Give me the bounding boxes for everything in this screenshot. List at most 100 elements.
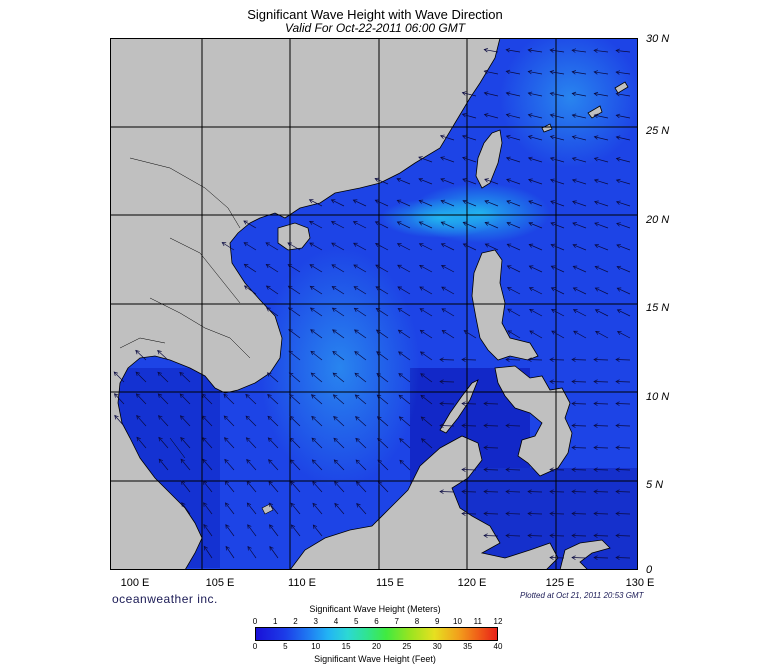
wave-arrow (484, 49, 499, 53)
wave-arrow (223, 394, 235, 405)
wave-arrow (528, 157, 543, 163)
wave-arrow-head (483, 113, 489, 118)
wave-arrow (311, 394, 323, 405)
wave-arrow-head (312, 502, 317, 508)
wave-arrow (616, 114, 631, 119)
wave-arrow (573, 265, 587, 273)
wave-arrow-head (356, 502, 361, 508)
wave-arrow-head (549, 489, 554, 494)
wave-arrow-head (462, 199, 468, 205)
wave-arrow (462, 113, 477, 119)
wave-arrow (573, 309, 587, 317)
wave-arrow-head (615, 200, 621, 205)
wave-arrow (595, 309, 609, 317)
colorbar-feet-tick: 25 (402, 642, 412, 651)
wave-arrow (595, 266, 609, 273)
wave-arrow-head (593, 379, 598, 384)
wave-arrow (267, 394, 279, 405)
colorbar-meters-tick: 11 (473, 617, 482, 626)
wave-arrow (354, 372, 367, 383)
wave-arrow-head (376, 416, 382, 421)
wave-arrow-head (593, 178, 599, 184)
wave-arrow (158, 458, 169, 471)
wave-arrow (247, 524, 257, 537)
wave-arrow-head (224, 458, 229, 464)
wave-arrow (399, 460, 411, 471)
lon-label-110e: 110 E (288, 577, 316, 589)
wave-arrow-head (396, 177, 402, 182)
wave-arrow-head (333, 437, 338, 443)
wave-arrow-head (505, 48, 511, 53)
wave-arrow-head (353, 286, 359, 291)
wave-arrow (507, 308, 521, 317)
wave-arrow-head (528, 200, 533, 205)
country-borders (119, 157, 251, 459)
wave-arrow (136, 393, 147, 405)
wave-arrow-head (615, 92, 621, 97)
wave-arrow (594, 71, 609, 75)
wave-arrow-head (529, 330, 534, 335)
wave-arrow (616, 266, 631, 273)
wave-arrow (550, 92, 565, 97)
lat-label-10n: 10 N (646, 391, 670, 403)
wave-arrow-head (398, 373, 403, 378)
wave-arrow-head (483, 489, 488, 494)
wave-arrow (551, 309, 565, 317)
wave-arrow-head (181, 502, 186, 507)
wave-arrow-head (571, 91, 577, 97)
wave-arrow (135, 371, 147, 383)
wave-arrow-head (483, 423, 488, 428)
colorbar-feet-tick: 15 (341, 642, 351, 651)
wave-arrow (289, 416, 301, 427)
wave-arrow-head (375, 329, 381, 334)
wave-arrow (311, 372, 323, 383)
wave-arrow-head (484, 221, 490, 226)
wave-arrow (572, 93, 587, 97)
wave-arrow-head (616, 287, 622, 292)
wave-arrow-head (180, 436, 185, 442)
wave-arrow (267, 372, 279, 383)
wave-arrow (354, 351, 367, 361)
wave-arrow-head (396, 221, 402, 226)
wave-arrow-head (374, 221, 380, 226)
wave-arrow-head (462, 221, 468, 226)
wave-arrow (396, 178, 411, 185)
wave-arrow-head (157, 393, 163, 398)
wave-arrow (441, 308, 455, 317)
wave-arrow (135, 350, 147, 361)
wave-arrow-head (157, 350, 162, 355)
wave-arrow (203, 546, 213, 559)
wave-arrow-head (419, 308, 425, 313)
colorbar-meters-tick: 2 (293, 617, 298, 626)
wave-arrow (572, 201, 587, 207)
wave-arrow (311, 416, 323, 427)
colorbar-feet-tick: 10 (311, 642, 321, 651)
wave-arrow-head (572, 265, 578, 270)
palawan-island (439, 379, 479, 434)
wave-arrow-head (593, 357, 598, 362)
wave-arrow (551, 265, 565, 273)
wave-arrow-head (549, 156, 555, 162)
wave-arrow (507, 287, 521, 295)
wave-arrow-head (202, 480, 208, 486)
wave-arrow-head (506, 265, 512, 270)
wave-arrow (463, 330, 477, 339)
wave-arrow-head (440, 178, 445, 183)
lat-lon-grid (110, 38, 638, 570)
wave-arrow-head (571, 533, 576, 538)
wave-arrow-head (245, 415, 251, 421)
wave-arrow-head (223, 393, 228, 399)
wave-arrow-head (418, 199, 424, 204)
lon-label-100e: 100 E (120, 577, 150, 589)
wave-arrow (397, 308, 411, 317)
wave-arrow (528, 222, 543, 229)
wave-arrow (418, 156, 433, 163)
wave-arrow (462, 157, 477, 163)
wave-arrow-head (593, 489, 598, 494)
wave-arrow-head (354, 372, 360, 378)
wave-arrow (355, 438, 367, 449)
plotted-timestamp: Plotted at Oct 21, 2011 20:53 GMT (520, 591, 644, 600)
wave-arrow (201, 393, 213, 405)
wave-arrow (266, 285, 279, 295)
wave-arrow (265, 242, 279, 251)
